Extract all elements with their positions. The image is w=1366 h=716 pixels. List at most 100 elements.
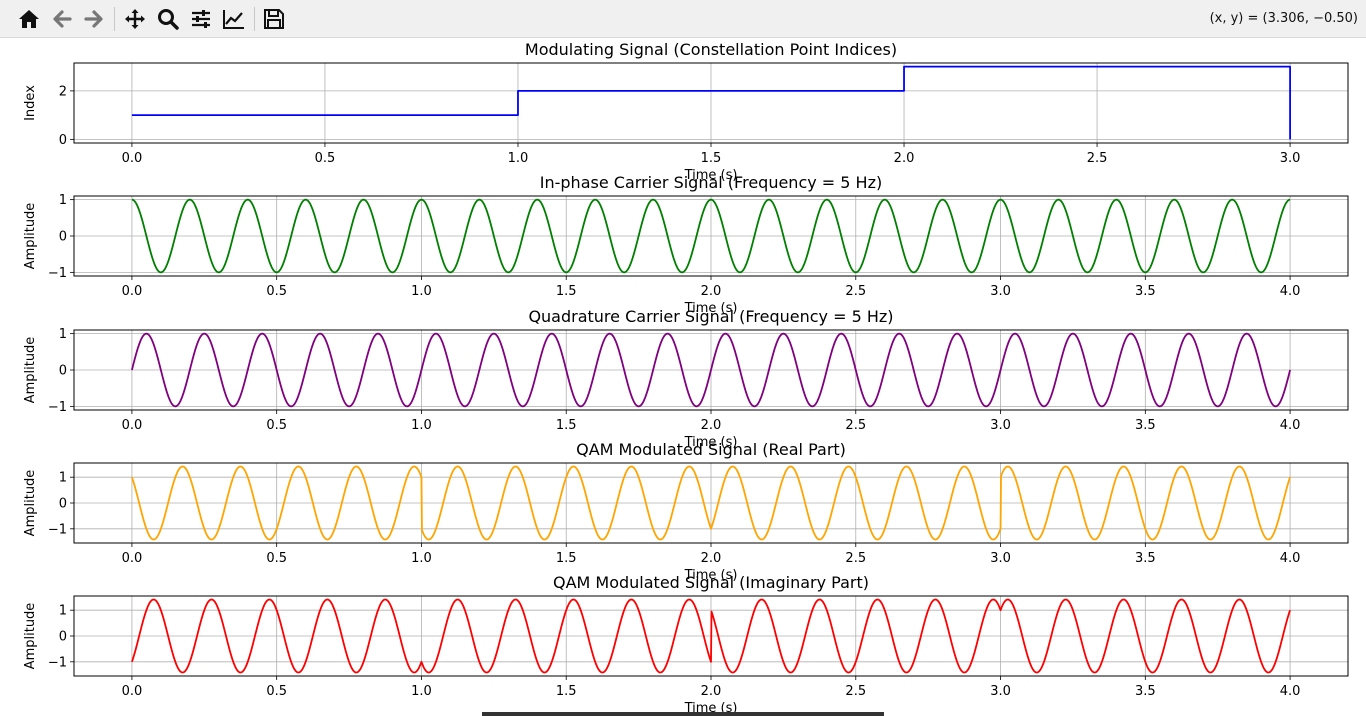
x-tick-label: 4.0 [1280, 284, 1301, 299]
toolbar: (x, y) = (3.306, −0.50) [0, 0, 1366, 38]
x-tick-label: 1.5 [556, 284, 577, 299]
x-tick-label: 1.5 [556, 684, 577, 699]
axes-frame [73, 329, 1349, 411]
pan-button[interactable] [120, 4, 150, 34]
x-tick-label: 0.0 [122, 151, 143, 166]
y-tick-label: −1 [48, 400, 67, 415]
x-tick-label: 4.0 [1280, 418, 1301, 433]
edit-axis-button[interactable] [219, 4, 249, 34]
subplot-4: 0.0 0.5 1.0 1.5 2.0 2.5 3.0 3.5 4.0 −1 0 1 QAM Modul… [23, 440, 1349, 583]
x-tick-label: 2.0 [701, 551, 722, 566]
x-tick-label: 2.0 [894, 151, 915, 166]
subplot-5: 0.0 0.5 1.0 1.5 2.0 2.5 3.0 3.5 4.0 −1 0 1 QAM Modul… [23, 573, 1349, 716]
x-tick-label: 2.5 [845, 551, 866, 566]
axes-frame [73, 62, 1349, 144]
axes-frame [73, 195, 1349, 277]
series-line [131, 465, 1291, 541]
x-tick-label: 4.0 [1280, 684, 1301, 699]
y-axis-label: Amplitude [23, 603, 38, 670]
x-tick-label: 1.5 [556, 551, 577, 566]
y-tick-label: 0 [59, 230, 67, 245]
x-tick-label: 2.5 [845, 684, 866, 699]
y-tick-label: 2 [59, 84, 67, 99]
x-tick-label: 3.5 [1135, 684, 1156, 699]
y-axis-label: Amplitude [23, 203, 38, 270]
arrow-left-icon [53, 10, 72, 28]
x-tick-label: 0.5 [266, 418, 287, 433]
x-tick-label: 0.5 [315, 151, 336, 166]
x-tick-label: 2.0 [701, 684, 722, 699]
y-tick-label: 0 [59, 133, 67, 148]
y-tick-label: −1 [48, 655, 67, 670]
x-tick-label: 0.5 [266, 284, 287, 299]
y-tick-label: 0 [59, 364, 67, 379]
series-line [131, 65, 1291, 140]
x-tick-label: 1.0 [411, 418, 432, 433]
x-tick-label: 1.0 [411, 684, 432, 699]
axes-frame [73, 462, 1349, 544]
floppy-disk-icon [264, 9, 284, 29]
series-line [131, 332, 1291, 408]
chart-title: QAM Modulated Signal (Imaginary Part) [553, 573, 869, 592]
x-tick-label: 3.0 [990, 418, 1011, 433]
x-tick-label: 2.5 [845, 418, 866, 433]
x-tick-label: 1.0 [508, 151, 529, 166]
y-tick-label: −1 [48, 266, 67, 281]
y-tick-label: 1 [59, 327, 67, 342]
coordinate-readout: (x, y) = (3.306, −0.50) [1209, 11, 1358, 26]
forward-button[interactable] [79, 4, 109, 34]
y-tick-label: 1 [59, 471, 67, 486]
subplot-2: 0.0 0.5 1.0 1.5 2.0 2.5 3.0 3.5 4.0 −1 0 1 In-phase … [23, 173, 1349, 316]
save-button[interactable] [259, 4, 289, 34]
subplot-3: 0.0 0.5 1.0 1.5 2.0 2.5 3.0 3.5 4.0 −1 0 1 Quadratur… [23, 307, 1349, 450]
series-line [131, 598, 1291, 674]
home-icon [19, 10, 39, 28]
x-tick-label: 3.0 [1280, 151, 1301, 166]
x-tick-label: 3.0 [990, 284, 1011, 299]
chart-title: In-phase Carrier Signal (Frequency = 5 H… [540, 173, 882, 192]
sliders-icon [192, 10, 210, 28]
x-tick-label: 1.0 [411, 284, 432, 299]
x-tick-label: 3.0 [990, 684, 1011, 699]
move-icon [125, 9, 145, 29]
toolbar-separator [254, 7, 255, 31]
x-tick-label: 3.5 [1135, 551, 1156, 566]
x-tick-label: 1.5 [701, 151, 722, 166]
x-tick-label: 0.5 [266, 684, 287, 699]
x-tick-label: 3.0 [990, 551, 1011, 566]
y-tick-label: 0 [59, 630, 67, 645]
x-tick-label: 2.0 [701, 284, 722, 299]
back-button[interactable] [47, 4, 77, 34]
x-tick-label: 2.5 [845, 284, 866, 299]
zoom-button[interactable] [153, 4, 183, 34]
chart-title: QAM Modulated Signal (Real Part) [576, 440, 846, 459]
subplot-1: 0.0 0.5 1.0 1.5 2.0 2.5 3.0 0 2 Modulating Signal… [23, 40, 1349, 183]
x-tick-label: 3.5 [1135, 284, 1156, 299]
y-tick-label: 0 [59, 497, 67, 512]
x-tick-label: 1.5 [556, 418, 577, 433]
y-tick-label: 1 [59, 604, 67, 619]
x-tick-label: 0.0 [122, 684, 143, 699]
x-tick-label: 2.5 [1087, 151, 1108, 166]
series-line [131, 198, 1291, 274]
figure-canvas[interactable]: 0.0 0.5 1.0 1.5 2.0 2.5 3.0 0 2 Modulating Signal… [0, 38, 1366, 716]
y-axis-label: Amplitude [23, 470, 38, 537]
x-tick-label: 0.0 [122, 551, 143, 566]
chart-title: Quadrature Carrier Signal (Frequency = 5… [528, 307, 893, 326]
y-tick-label: 1 [59, 193, 67, 208]
home-button[interactable] [14, 4, 44, 34]
toolbar-separator [114, 7, 115, 31]
y-tick-label: −1 [48, 522, 67, 537]
x-axis-label: Time (s) [684, 168, 738, 183]
x-tick-label: 4.0 [1280, 551, 1301, 566]
magnifier-icon [158, 9, 179, 30]
configure-subplots-button[interactable] [186, 4, 216, 34]
x-tick-label: 0.0 [122, 418, 143, 433]
x-tick-label: 0.5 [266, 551, 287, 566]
x-axis-label: Time (s) [684, 301, 738, 316]
x-tick-label: 3.5 [1135, 418, 1156, 433]
taskbar-indicator [482, 712, 884, 716]
axes-frame [73, 595, 1349, 677]
x-tick-label: 0.0 [122, 284, 143, 299]
x-axis-label: Time (s) [684, 568, 738, 583]
